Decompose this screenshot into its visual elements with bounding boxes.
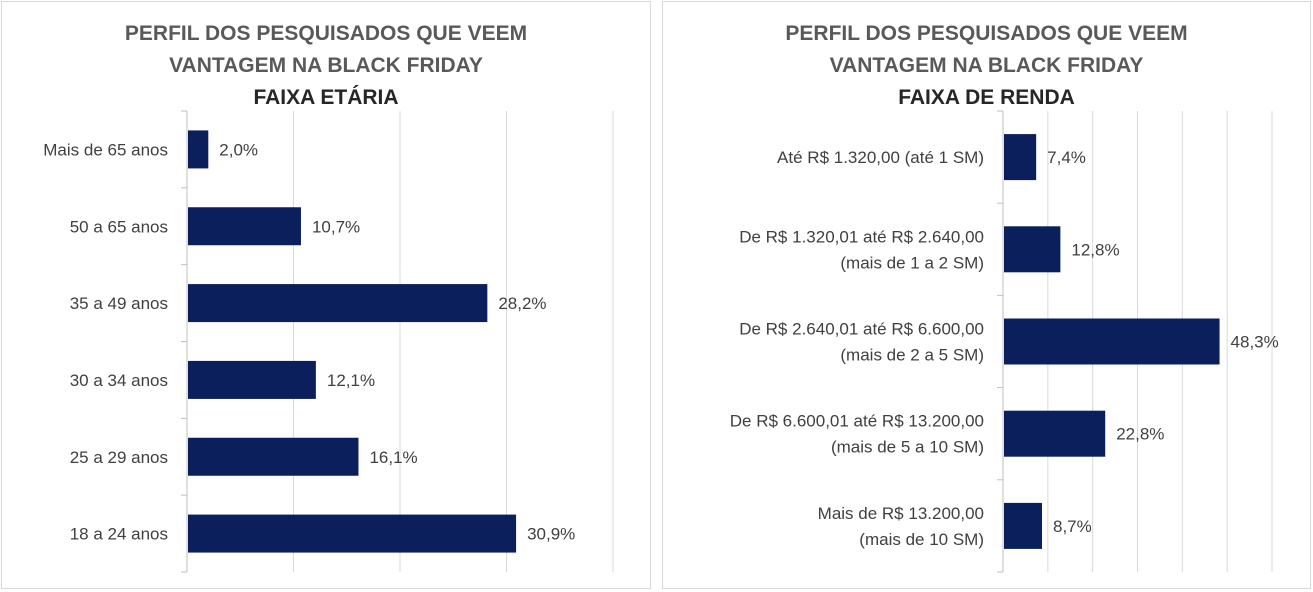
category-label-line: (mais de 2 a 5 SM)	[840, 346, 984, 365]
data-label: 2,0%	[219, 140, 258, 159]
category-label: De R$ 6.600,01 até R$ 13.200,00 (mais de …	[730, 412, 984, 457]
chart-title-line-1: PERFIL DOS PESQUISADOS QUE VEEM	[785, 22, 1188, 45]
category-label: Até R$ 1.320,00 (até 1 SM)	[777, 148, 984, 167]
data-label: 12,1%	[327, 371, 375, 390]
category-label: 35 a 49 anos	[70, 294, 168, 313]
category-label-line: 18 a 24 anos	[70, 525, 168, 544]
category-label-line: 30 a 34 anos	[70, 371, 168, 390]
chart-title: PERFIL DOS PESQUISADOS QUE VEEM VANTAGEM…	[663, 18, 1310, 114]
bar	[1004, 410, 1106, 457]
category-label-line: 35 a 49 anos	[70, 294, 168, 313]
category-label-line: Até R$ 1.320,00 (até 1 SM)	[777, 148, 984, 167]
category-label: Mais de 65 anos	[43, 140, 168, 159]
category-label-line: 25 a 29 anos	[70, 448, 168, 467]
category-label: 50 a 65 anos	[70, 217, 168, 236]
chart-title-line-1: PERFIL DOS PESQUISADOS QUE VEEM	[124, 22, 528, 45]
category-label: Mais de R$ 13.200,00 (mais de 10 SM)	[818, 504, 984, 549]
data-label: 22,8%	[1116, 425, 1164, 444]
data-label: 10,7%	[312, 217, 360, 236]
chart-panel-age: PERFIL DOS PESQUISADOS QUE VEEM VANTAGEM…	[1, 1, 651, 589]
data-label: 8,7%	[1053, 517, 1092, 536]
category-label: 30 a 34 anos	[70, 371, 168, 390]
bar	[188, 284, 488, 323]
bar	[188, 207, 301, 246]
bar	[1004, 502, 1043, 549]
data-label: 16,1%	[369, 448, 417, 467]
category-label-line: (mais de 1 a 2 SM)	[840, 253, 984, 272]
category-label: 25 a 29 anos	[70, 448, 168, 467]
bar	[1004, 318, 1220, 365]
category-label-line: Mais de 65 anos	[43, 140, 168, 159]
chart-title-line-2: VANTAGEM NA BLACK FRIDAY	[169, 54, 483, 77]
age-bar-chart: 2,0% Mais de 65 anos 10,7% 50 a 65 anos 28,2…	[43, 110, 614, 573]
category-label-line: Mais de R$ 13.200,00	[818, 504, 984, 523]
chart-title-line-2: VANTAGEM NA BLACK FRIDAY	[829, 54, 1144, 77]
category-label-line: De R$ 1.320,01 até R$ 2.640,00	[739, 227, 984, 246]
category-label-line: (mais de 5 a 10 SM)	[831, 438, 984, 457]
category-label-line: De R$ 2.640,01 até R$ 6.600,00	[739, 320, 984, 339]
data-label: 28,2%	[498, 294, 546, 313]
chart-subtitle: FAIXA ETÁRIA	[253, 86, 399, 109]
data-label: 48,3%	[1231, 333, 1279, 352]
data-label: 30,9%	[527, 525, 575, 544]
bar	[188, 130, 209, 169]
data-label: 7,4%	[1047, 148, 1086, 167]
bar	[188, 437, 359, 476]
bar	[1004, 134, 1037, 181]
category-label-line: 50 a 65 anos	[70, 217, 168, 236]
income-bar-chart: 7,4% Até R$ 1.320,00 (até 1 SM) 12,8% De R$…	[730, 110, 1279, 573]
category-label: De R$ 2.640,01 até R$ 6.600,00 (mais de 2…	[739, 320, 984, 365]
category-label-line: (mais de 10 SM)	[859, 530, 984, 549]
chart-panel-income: PERFIL DOS PESQUISADOS QUE VEEM VANTAGEM…	[662, 1, 1311, 589]
chart-subtitle: FAIXA DE RENDA	[898, 86, 1075, 109]
category-label: 18 a 24 anos	[70, 525, 168, 544]
bar	[188, 514, 517, 553]
category-label-line: De R$ 6.600,01 até R$ 13.200,00	[730, 412, 984, 431]
category-label: De R$ 1.320,01 até R$ 2.640,00 (mais de 1…	[739, 227, 984, 272]
bar	[1004, 226, 1061, 273]
chart-title: PERFIL DOS PESQUISADOS QUE VEEM VANTAGEM…	[2, 18, 650, 114]
bar	[188, 360, 316, 399]
data-label: 12,8%	[1071, 240, 1119, 259]
